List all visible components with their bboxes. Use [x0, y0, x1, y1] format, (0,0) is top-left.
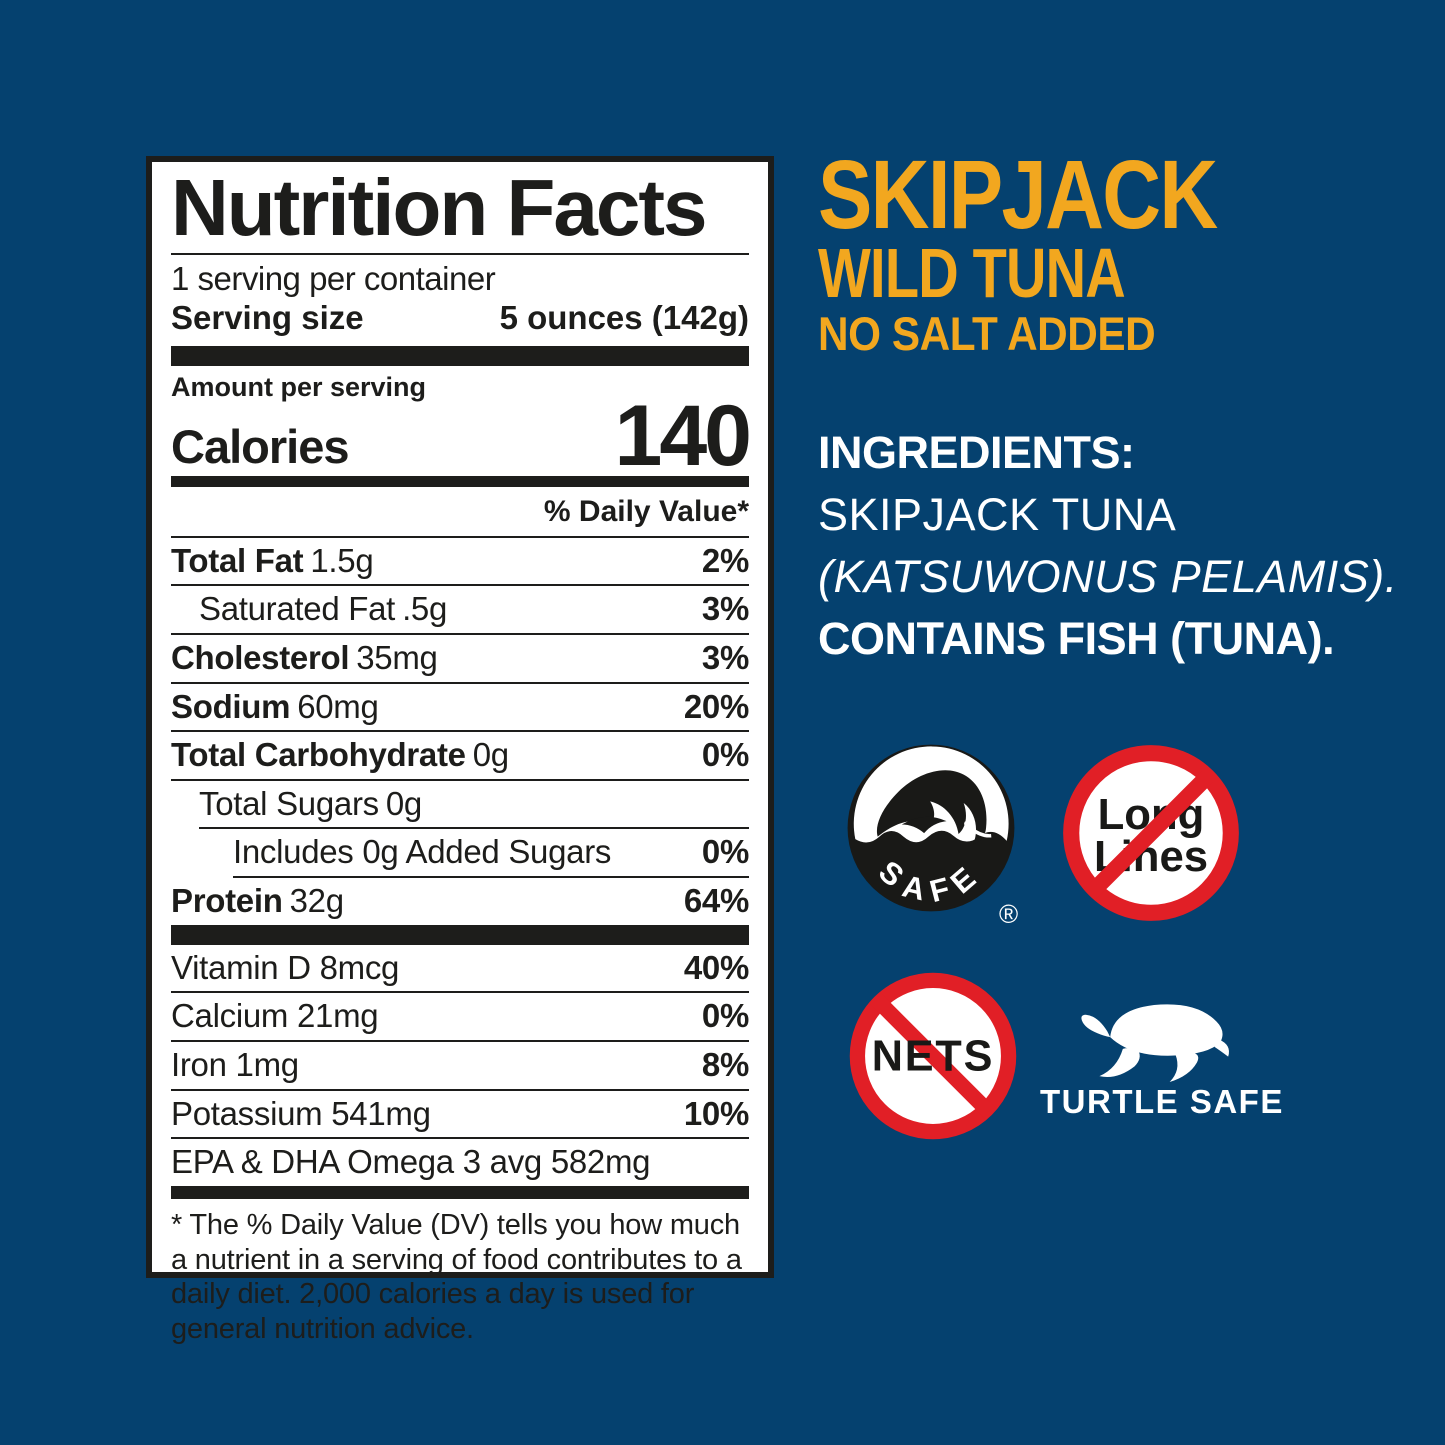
registered-trademark-mark: ®: [999, 899, 1019, 929]
nutrient-row-saturated-fat: Saturated Fat .5g 3%: [171, 586, 749, 635]
micronutrient-row-calcium: Calcium 21mg 0%: [171, 993, 749, 1042]
servings-per-container: 1 serving per container: [171, 260, 496, 297]
thin-divider: [171, 253, 749, 255]
calories-label: Calories: [171, 419, 349, 473]
daily-value-header: % Daily Value*: [171, 487, 749, 538]
serving-size-value: 5 ounces (142g): [499, 299, 749, 337]
serving-size-row: Serving size 5 ounces (142g): [171, 297, 749, 345]
micronutrient-row-vitamin-d: Vitamin D 8mcg 40%: [171, 945, 749, 994]
no-nets-icon: NETS: [849, 972, 1017, 1140]
thick-divider: [171, 345, 749, 366]
nets-text: NETS: [872, 1032, 994, 1080]
micronutrient-row-iron: Iron 1mg 8%: [171, 1042, 749, 1091]
nutrient-row-protein: Protein 32g 64%: [171, 882, 749, 920]
nutrient-row-sodium: Sodium 60mg 20%: [171, 684, 749, 733]
medium-divider: [171, 1185, 749, 1199]
thick-divider: [171, 924, 749, 945]
nutrition-facts-title: Nutrition Facts: [171, 163, 707, 252]
ingredients-block: INGREDIENTS: SKIPJACK TUNA (KATSUWONUS P…: [818, 428, 1398, 676]
nutrient-row-cholesterol: Cholesterol 35mg 3%: [171, 635, 749, 684]
micronutrient-row-omega3: EPA & DHA Omega 3 avg 582mg: [171, 1143, 651, 1181]
amount-per-serving-label: Amount per serving: [171, 371, 427, 402]
product-name-line3: NO SALT ADDED: [818, 307, 1156, 360]
calories-value: 140: [614, 387, 752, 484]
nutrient-row-added-sugars: Includes 0g Added Sugars 0%: [233, 829, 749, 879]
calories-row: Calories 140: [171, 387, 752, 484]
nutrient-row-total-carbohydrate: Total Carbohydrate 0g 0%: [171, 732, 749, 781]
prohibition-slash: [1083, 765, 1219, 901]
no-long-lines-icon: Long Lines: [1063, 745, 1239, 921]
turtle-icon: [1081, 1004, 1230, 1082]
prohibition-slash: [869, 992, 997, 1120]
wave-curl: [901, 816, 947, 834]
dolphin-silhouette: [876, 770, 987, 845]
turtle-safe-label: TURTLE SAFE: [1040, 1083, 1284, 1120]
nutrient-row-total-fat: Total Fat 1.5g 2%: [171, 538, 749, 587]
ingredients-heading: INGREDIENTS:: [818, 427, 1135, 478]
nutrition-facts-panel: Nutrition Facts 1 serving per container …: [146, 156, 774, 1345]
daily-value-footnote: * The % Daily Value (DV) tells you how m…: [171, 1208, 742, 1346]
dolphin-safe-icon: SAFE: [847, 744, 1015, 912]
micronutrient-row-potassium: Potassium 541mg 10%: [171, 1091, 749, 1140]
serving-size-label: Serving size: [171, 299, 364, 337]
allergen-statement: CONTAINS FISH (TUNA).: [818, 613, 1335, 664]
medium-divider: [171, 475, 749, 487]
ingredients-line: SKIPJACK TUNA: [818, 489, 1177, 540]
product-name-line2: WILD TUNA: [818, 234, 1126, 312]
product-name-line1: SKIPJACK: [818, 140, 1218, 249]
nutrient-row-total-sugars: Total Sugars 0g: [199, 781, 749, 830]
ingredients-scientific-name: (KATSUWONUS PELAMIS).: [818, 551, 1398, 602]
